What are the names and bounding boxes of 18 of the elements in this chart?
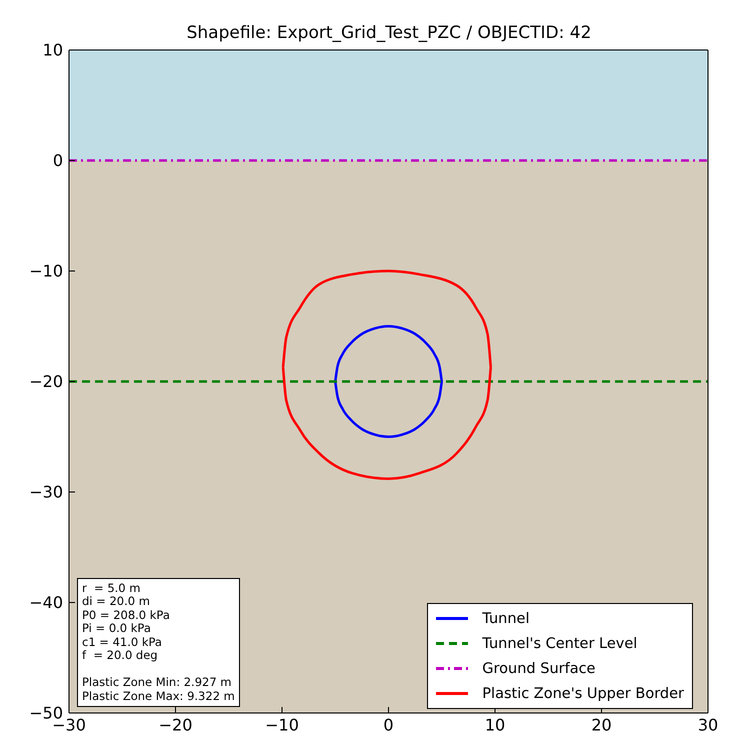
y-tick-label: −20 <box>29 372 63 392</box>
x-tick-label: 30 <box>698 715 718 734</box>
x-tick-label: −20 <box>158 715 192 734</box>
y-tick-label: 10 <box>42 40 63 60</box>
y-tick-label: −10 <box>29 262 63 281</box>
chart-title: Shapefile: Export_Grid_Test_PZC / OBJECTID: 42 <box>186 23 592 43</box>
x-tick-label: −10 <box>265 715 299 734</box>
y-tick-label: −40 <box>29 593 63 612</box>
x-tick-label: 20 <box>591 715 612 734</box>
legend-label: Tunnel <box>482 610 530 628</box>
legend-label: Tunnel's Center Level <box>482 634 638 654</box>
annotation: r = 5.0 m di = 20.0 m P0 = 208.0 kPa Pi = 0.0 kPa c1 = 41.0 kPa f = 20.0 deg Plastic Zone Min: 2.927 m Plastic Zone Max: 9.322 m <box>77 578 240 707</box>
y-tick-label: −30 <box>29 482 63 502</box>
legend-label: Ground Surface <box>482 660 596 678</box>
x-tick-label: 0 <box>383 715 394 734</box>
x-tick-label: 10 <box>484 715 506 734</box>
legend-label: Plastic Zone's Upper Border <box>482 684 684 704</box>
y-tick-label: 0 <box>52 151 63 170</box>
